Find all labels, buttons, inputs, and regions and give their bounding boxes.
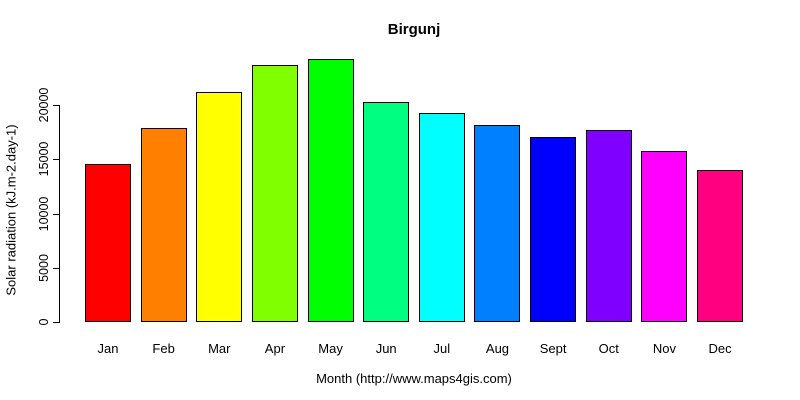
y-tick [53, 322, 59, 323]
bar-sept [530, 137, 577, 322]
month-label-nov: Nov [652, 341, 676, 356]
month-label-oct: Oct [598, 341, 619, 356]
y-tick-label: 15000 [37, 141, 51, 177]
bar-aug [474, 125, 521, 322]
month-label-may: May [318, 341, 343, 356]
bar-mar [196, 91, 243, 322]
bar-nov [641, 150, 688, 322]
y-tick-label: 10000 [37, 196, 51, 231]
bar-jun [363, 102, 410, 322]
chart-title: Birgunj [387, 21, 441, 38]
month-label-dec: Dec [708, 341, 732, 356]
y-tick [53, 159, 59, 161]
bar-oct [585, 129, 632, 322]
month-label-aug: Aug [485, 341, 510, 356]
month-label-jun: Jun [375, 341, 397, 356]
month-label-feb: Feb [152, 341, 175, 356]
bar-feb [140, 127, 187, 322]
y-axis-line [59, 105, 60, 323]
y-tick-label: 20000 [37, 87, 51, 123]
y-tick-label: 0 [37, 318, 51, 326]
bar-apr [251, 64, 298, 322]
x-axis-label: Month (http://www.maps4gis.com) [316, 371, 512, 386]
y-tick [53, 267, 59, 269]
month-label-sept: Sept [539, 341, 567, 356]
month-label-jan: Jan [97, 341, 119, 356]
bar-jan [85, 163, 131, 322]
bar-jul [418, 112, 465, 322]
y-axis-label: Solar radiation (kJ.m-2.day-1) [3, 124, 19, 296]
y-tick [53, 213, 59, 215]
y-tick [53, 105, 59, 106]
month-label-apr: Apr [264, 341, 286, 356]
y-tick-label: 5000 [37, 253, 51, 282]
month-label-jul: Jul [433, 341, 451, 356]
month-label-mar: Mar [208, 341, 231, 356]
bar-may [307, 59, 354, 322]
bar-dec [697, 169, 744, 322]
